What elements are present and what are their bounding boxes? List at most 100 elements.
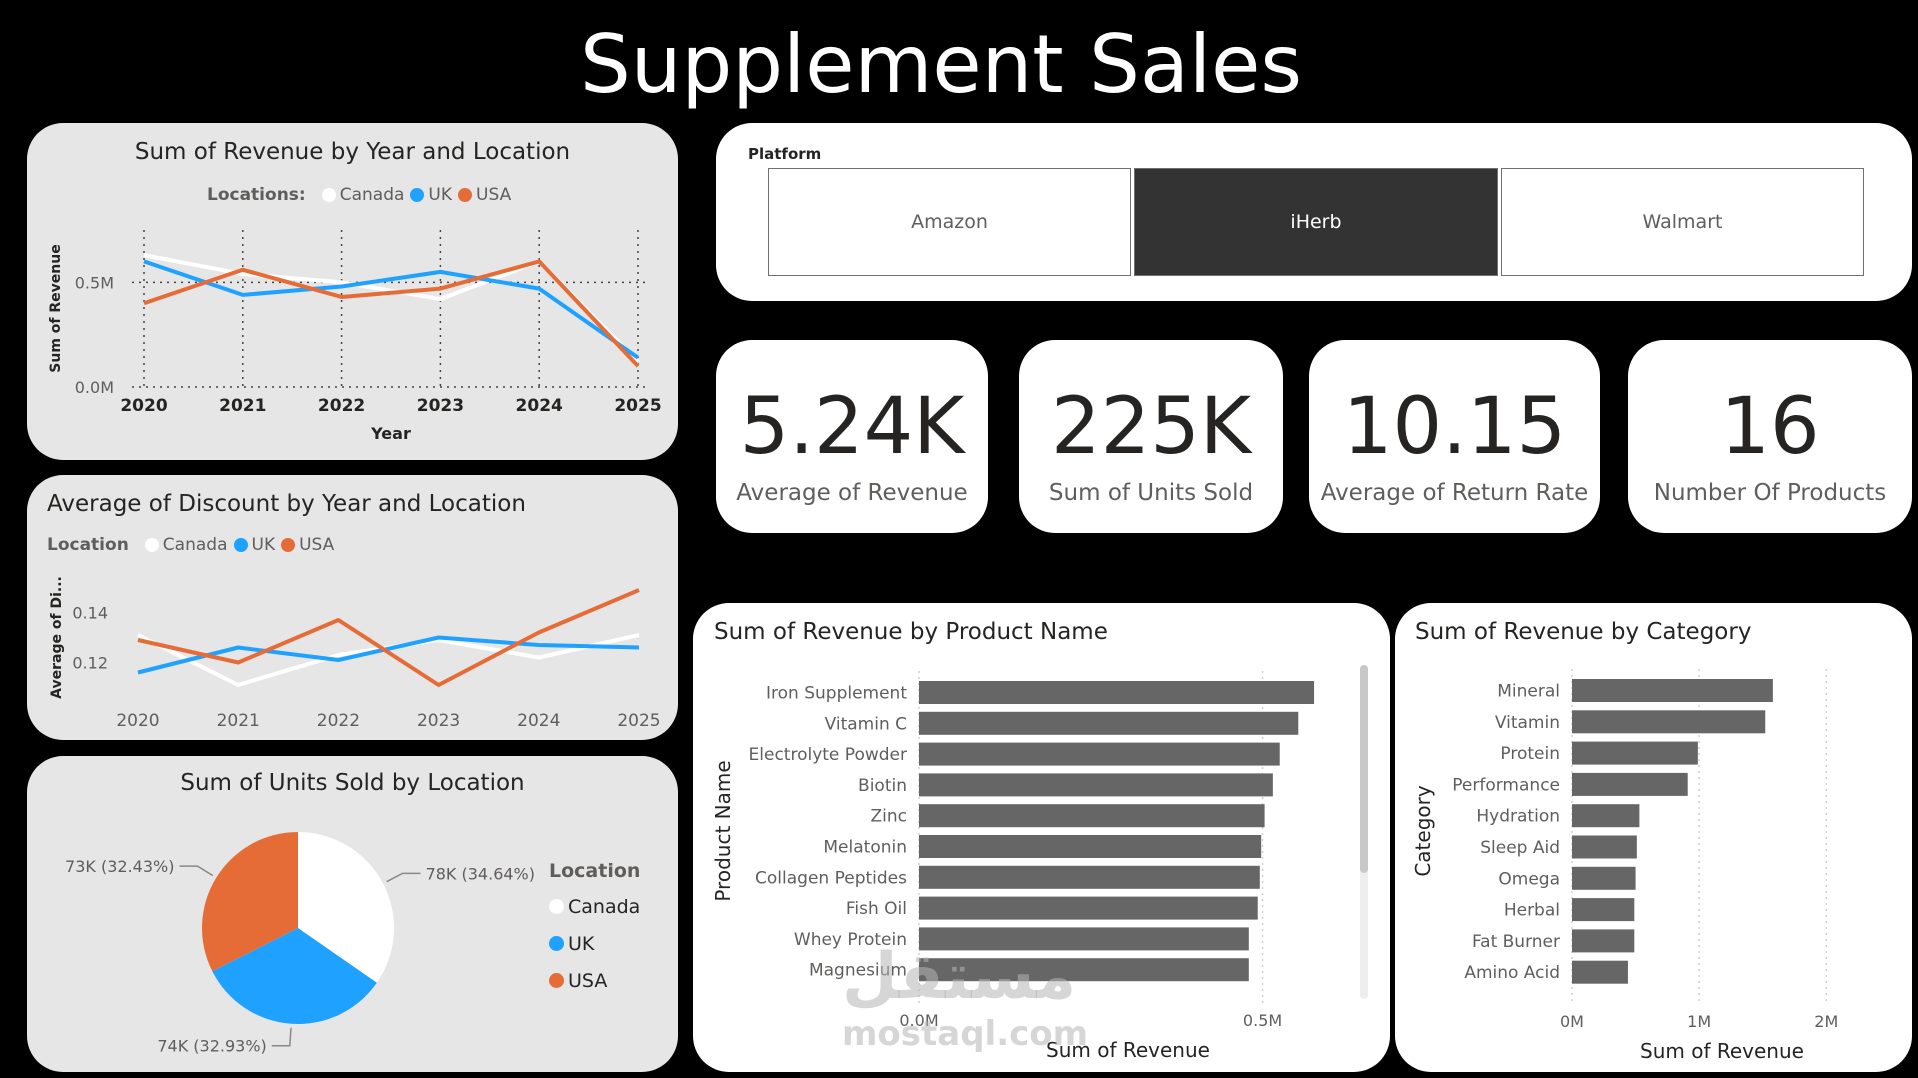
x-tick-label: 2025 [617, 711, 660, 731]
discount-by-year-card: Average of Discount by Year and Location… [27, 475, 678, 740]
y-tick-label: Vitamin [1495, 713, 1560, 733]
legend-label: USA [476, 185, 512, 205]
y-tick-label: 0.5M [75, 273, 114, 292]
y-tick-label: Electrolyte Powder [749, 745, 907, 765]
x-tick-label: 0M [1560, 1012, 1584, 1031]
x-tick-label: 2020 [116, 711, 159, 731]
x-tick-label: 1M [1687, 1012, 1711, 1031]
x-axis-title: Sum of Revenue [1046, 1038, 1210, 1062]
bar [919, 681, 1315, 704]
x-tick-label: 0.5M [1243, 1011, 1282, 1030]
bar [919, 711, 1299, 735]
chart-title: Average of Discount by Year and Location [47, 491, 526, 517]
revenue-line-chart: 0.0M 0.5M 2020 2021 2022 2023 2024 2025 Year Sum … [48, 230, 662, 443]
data-label: 74K (32.93%) [157, 1037, 266, 1056]
y-tick-label: Herbal [1504, 901, 1560, 921]
kpi-label: Average of Revenue [736, 480, 968, 506]
legend-marker-usa [549, 973, 564, 988]
bar [919, 927, 1249, 951]
y-tick-label: Zinc [871, 807, 908, 827]
y-tick-label: Whey Protein [794, 930, 907, 950]
pie-slice-uk [212, 928, 377, 1024]
legend-marker-usa [458, 188, 473, 202]
legend-item-uk[interactable]: UK [549, 925, 640, 962]
series-line-canada [137, 633, 640, 687]
series-line-uk [137, 635, 640, 675]
y-axis-title: Sum of Revenue [48, 244, 64, 372]
kpi-label: Average of Return Rate [1320, 480, 1589, 506]
legend-marker-usa [281, 538, 296, 552]
bar [1572, 772, 1688, 796]
product-bar-chart: 0.0M 0.5M Iron Supplement Vitamin C Electrol… [711, 671, 1315, 1062]
bar [1572, 866, 1636, 890]
legend-label: USA [299, 535, 335, 555]
legend-label: Canada [568, 895, 641, 918]
x-tick-label: 0.0M [899, 1011, 938, 1030]
legend-item-usa[interactable]: USA [549, 962, 640, 999]
x-tick-label: 2024 [516, 396, 563, 416]
leader-line [386, 872, 421, 883]
series-line-canada [143, 253, 640, 364]
y-axis-title: Category [1411, 785, 1435, 877]
y-tick-label: Melatonin [823, 838, 907, 858]
legend-label: Canada [339, 185, 405, 205]
slicer-title: Platform [748, 145, 822, 163]
bar [1572, 804, 1640, 828]
chart-legend: Locations: Canada UK USA [207, 185, 511, 205]
platform-option-iherb[interactable]: iHerb [1134, 168, 1498, 276]
chart-title: Sum of Revenue by Product Name [714, 619, 1108, 645]
bar [1572, 960, 1628, 984]
y-tick-label: Iron Supplement [766, 684, 907, 704]
chart-title: Sum of Revenue by Category [1415, 619, 1752, 645]
legend-marker-uk [410, 188, 425, 202]
page-title: Supplement Sales [579, 18, 1303, 111]
y-axis-title: Average of Di... [49, 576, 65, 699]
pie-legend: Location Canada UK USA [549, 860, 640, 999]
y-tick-label: Omega [1498, 869, 1560, 889]
chart-title: Sum of Units Sold by Location [180, 770, 525, 796]
y-tick-label: Biotin [858, 776, 907, 796]
kpi-card-number-of-products: 16 Number Of Products [1628, 340, 1912, 533]
bar [1572, 835, 1637, 859]
kpi-value: 16 [1720, 382, 1820, 472]
kpi-card-return-rate: 10.15 Average of Return Rate [1309, 340, 1600, 533]
y-tick-label: 0.12 [72, 654, 108, 673]
x-tick-label: 2021 [217, 711, 260, 731]
kpi-label: Number Of Products [1653, 480, 1887, 506]
x-tick-label: 2020 [120, 396, 167, 416]
y-tick-label: Protein [1500, 744, 1560, 764]
units-pie-chart: 78K (34.64%) 74K (32.93%) 73K (32.43%) [65, 832, 535, 1056]
legend-item-canada[interactable]: Canada [549, 888, 640, 925]
scrollbar-thumb[interactable] [1360, 665, 1368, 873]
category-bar-chart: 0M 1M 2M Mineral Vitamin Protein Performance Hy… [1411, 669, 1838, 1063]
pie-slice-canada [298, 832, 394, 983]
legend-label: USA [568, 969, 608, 992]
y-tick-label: Performance [1452, 775, 1560, 795]
revenue-by-product-card: Sum of Revenue by Product Name 0.0M 0.5M I… [693, 603, 1390, 1072]
watermark-arabic: مستقل [842, 940, 1077, 1014]
y-tick-label: Sleep Aid [1480, 838, 1560, 858]
revenue-by-year-card: Sum of Revenue by Year and Location Loca… [27, 123, 678, 460]
platform-option-walmart[interactable]: Walmart [1501, 168, 1864, 276]
legend-label: UK [251, 535, 276, 555]
y-axis-title: Product Name [711, 760, 735, 901]
legend-marker-uk [233, 538, 248, 552]
kpi-value: 225K [1050, 382, 1252, 472]
legend-marker-uk [549, 936, 564, 951]
watermark-latin: mostaql.com [842, 1014, 1089, 1054]
y-tick-label: Hydration [1476, 807, 1560, 827]
bar [1572, 710, 1766, 734]
legend-marker-canada [321, 188, 336, 202]
leader-line [179, 865, 214, 877]
x-tick-label: 2023 [417, 396, 464, 416]
vertical-scrollbar[interactable] [1360, 665, 1368, 999]
platform-option-amazon[interactable]: Amazon [768, 168, 1131, 276]
chart-legend: Location Canada UK USA [47, 535, 334, 555]
discount-line-chart: 0.12 0.14 2020 2021 2022 2023 2024 2025 Average … [49, 576, 661, 731]
y-tick-label: 0.14 [72, 604, 108, 623]
bar [919, 865, 1260, 889]
bar [1572, 741, 1698, 765]
series-line-usa [137, 588, 640, 687]
x-tick-label: 2021 [219, 396, 266, 416]
chart-title: Sum of Revenue by Year and Location [134, 139, 571, 165]
